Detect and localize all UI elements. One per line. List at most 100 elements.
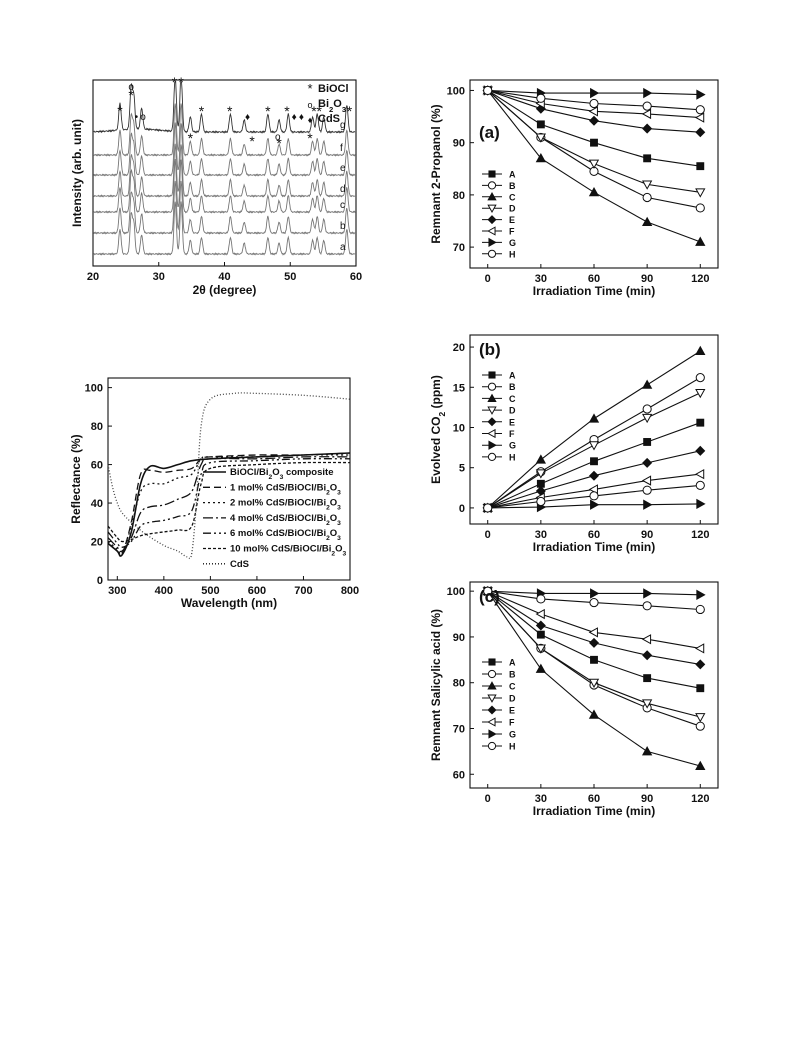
peak-marker: * [199, 103, 205, 119]
x-tick-label: 500 [201, 585, 219, 597]
x-tick-label: 60 [588, 273, 600, 285]
data-point-G [696, 589, 706, 600]
legend-symbol: o [307, 100, 312, 110]
peak-marker: o [140, 112, 146, 123]
legend-label: CdS [318, 113, 340, 125]
data-point-D [641, 699, 653, 709]
xrd-trace-e [93, 122, 356, 177]
data-point-B [695, 721, 705, 731]
data-point-A [643, 438, 652, 446]
legend-marker [487, 717, 496, 727]
legend-label: C [509, 192, 516, 202]
xrd-trace-label: e [340, 163, 346, 174]
peak-marker: * [117, 103, 123, 119]
panel-label: (c) [479, 587, 500, 606]
data-point-F [588, 627, 598, 638]
legend-marker [487, 428, 496, 439]
y-tick-label: 100 [447, 586, 465, 598]
xrd-trace-label: g [340, 120, 346, 131]
x-tick-label: 20 [87, 271, 99, 283]
peak-marker: * [249, 133, 255, 149]
xrd-trace-label: a [340, 242, 346, 253]
series-line-D [487, 590, 701, 718]
legend-label: E [509, 215, 515, 225]
data-point-C [641, 379, 653, 389]
legend-label: F [509, 227, 515, 237]
legend-label: Bi2O3 [318, 98, 346, 114]
legend-marker [487, 694, 497, 703]
legend-label: G [509, 238, 516, 248]
peak-marker: * [276, 135, 282, 151]
data-point-E [695, 659, 706, 670]
data-point-D [588, 159, 600, 169]
data-point-F [694, 112, 705, 123]
legend-marker [487, 681, 497, 690]
data-point-E [588, 637, 600, 648]
xrd-trace-label: f [340, 143, 343, 154]
legend-label: 2 mol% CdS/BiOCl/Bi2O3 [230, 498, 341, 512]
legend-marker [487, 226, 496, 236]
x-axis-label: 2θ (degree) [193, 283, 257, 297]
y-tick-label: 60 [453, 769, 465, 781]
x-tick-label: 0 [485, 793, 491, 805]
y-tick-label: 70 [453, 242, 465, 254]
y-tick-label: 100 [447, 85, 465, 97]
data-point-C [641, 746, 653, 756]
data-point-F [535, 608, 545, 620]
data-point-E [642, 123, 653, 134]
y-tick-label: 0 [97, 575, 103, 587]
data-point-A [590, 138, 598, 147]
legend-label: B [509, 382, 516, 392]
peak-marker: • [135, 112, 139, 123]
x-tick-label: 400 [155, 585, 173, 597]
y-axis-label: Evolved CO2 (ppm) [429, 375, 447, 484]
data-point-H [589, 598, 599, 608]
peak-marker: * [178, 74, 184, 90]
data-point-F [588, 106, 598, 117]
legend-marker [487, 669, 497, 679]
x-tick-label: 30 [535, 273, 547, 285]
x-tick-label: 60 [588, 793, 600, 805]
legend-marker [487, 249, 497, 258]
data-point-A [536, 630, 545, 639]
x-tick-label: 30 [153, 271, 165, 283]
data-point-H [536, 496, 546, 507]
data-point-H [589, 98, 599, 109]
legend-marker [487, 705, 497, 715]
y-tick-label: 20 [453, 342, 465, 354]
data-point-B [642, 192, 652, 203]
reflectance-series-line [107, 456, 351, 553]
data-point-C [535, 153, 547, 163]
xrd-trace-label: b [340, 221, 346, 232]
x-tick-label: 40 [218, 271, 230, 283]
data-point-D [641, 180, 653, 190]
data-point-C [695, 760, 706, 770]
peak-marker: * [316, 103, 322, 119]
legend-label: A [509, 658, 516, 668]
legend-marker [487, 181, 497, 190]
data-point-C [641, 216, 653, 226]
reflectance-series-line [107, 454, 351, 556]
data-point-A [696, 418, 705, 427]
data-point-D [695, 188, 706, 198]
legend-label: BiOCl/Bi2O3 composite [230, 467, 333, 481]
legend-marker [487, 393, 497, 402]
peak-marker: ♦ [245, 112, 250, 123]
x-tick-label: 120 [691, 273, 709, 285]
data-point-B [695, 203, 705, 213]
reflectance-axes-frame [107, 377, 351, 581]
legend-label: CdS [230, 559, 249, 570]
y-axis-label: Remnant Salicylic acid (%) [429, 609, 443, 761]
legend-label: H [509, 452, 516, 462]
xrd-trace-g [93, 81, 356, 134]
data-point-G [590, 87, 600, 99]
x-tick-label: 700 [294, 585, 312, 597]
y-axis-label: Intensity (arb. unit) [70, 119, 84, 227]
data-point-H [695, 604, 705, 615]
data-point-G [696, 89, 706, 100]
data-point-H [642, 485, 652, 495]
